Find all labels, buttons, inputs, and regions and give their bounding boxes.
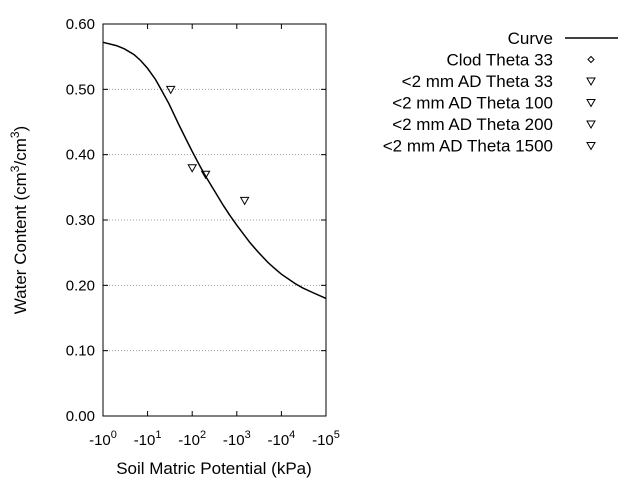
data-series bbox=[102, 41, 327, 300]
y-tick-label: 0.30 bbox=[66, 212, 95, 229]
y-tick-label: 0.00 bbox=[66, 408, 95, 425]
x-tick-label: -105 bbox=[312, 429, 340, 449]
legend-label: <2 mm AD Theta 33 bbox=[402, 72, 553, 91]
legend: Curve Clod Theta 33 <2 mm AD Theta 33 <2 mm… bbox=[383, 29, 618, 156]
legend-label: Clod Theta 33 bbox=[447, 51, 553, 70]
data-point bbox=[200, 170, 211, 180]
x-tick-label: -104 bbox=[267, 429, 295, 449]
legend-marker-swatch bbox=[586, 120, 596, 130]
legend-marker-swatch bbox=[586, 99, 596, 108]
legend-marker-swatch bbox=[587, 55, 595, 64]
x-tick-label: -102 bbox=[178, 429, 206, 449]
data-point bbox=[239, 196, 250, 206]
legend-marker-swatch bbox=[586, 77, 596, 87]
legend-label: <2 mm AD Theta 200 bbox=[392, 115, 553, 134]
y-tick-label: 0.10 bbox=[66, 343, 95, 360]
x-tick-label: -101 bbox=[134, 429, 162, 449]
curve-line bbox=[102, 41, 327, 300]
x-tick-label: -103 bbox=[223, 429, 251, 449]
y-tick-label: 0.50 bbox=[66, 81, 95, 98]
data-point bbox=[187, 164, 198, 173]
axis-ticks: 0.00 0.10 0.20 0.30 0.40 0.50 0.60 -100 -101 -102… bbox=[66, 16, 340, 449]
y-tick-label: 0.20 bbox=[66, 277, 95, 294]
y-tick-label: 0.60 bbox=[66, 16, 95, 33]
legend-label: <2 mm AD Theta 100 bbox=[392, 94, 553, 113]
legend-label: Curve bbox=[508, 29, 553, 48]
y-tick-label: 0.40 bbox=[66, 147, 95, 164]
data-point bbox=[165, 85, 176, 95]
grid-lines bbox=[103, 88, 326, 352]
x-tick-label: -100 bbox=[89, 429, 117, 449]
legend-marker-swatch bbox=[586, 142, 596, 151]
legend-label: <2 mm AD Theta 1500 bbox=[383, 137, 553, 156]
y-axis-title: Water Content (cm3/cm3) bbox=[8, 126, 30, 314]
x-axis-title: Soil Matric Potential (kPa) bbox=[116, 459, 312, 478]
